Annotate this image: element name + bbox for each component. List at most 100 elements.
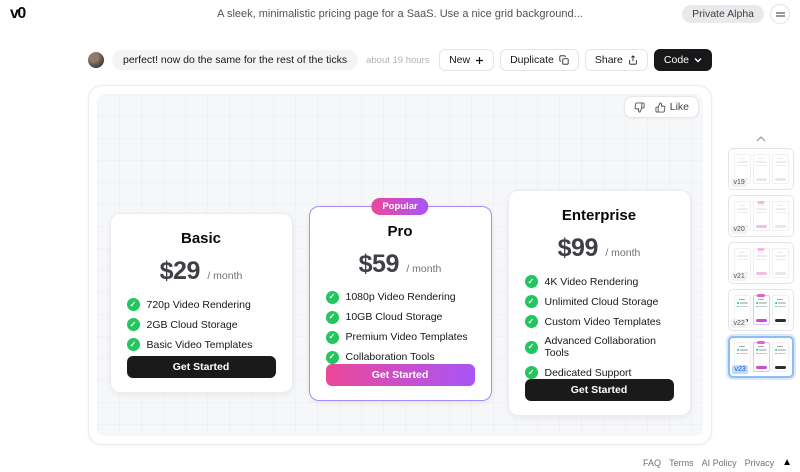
check-icon: ✓: [325, 310, 339, 324]
avatar: [88, 52, 104, 68]
feature-item: ✓ 10GB Cloud Storage: [325, 310, 475, 324]
duplicate-button-label: Duplicate: [510, 54, 554, 66]
plan-price: $29 / month: [127, 257, 276, 286]
menu-button[interactable]: [770, 4, 790, 24]
feature-list: ✓ 1080p Video Rendering ✓ 10GB Cloud Stora…: [325, 290, 475, 364]
popular-badge: Popular: [371, 197, 429, 215]
check-icon: ✓: [524, 340, 538, 354]
check-icon: ✓: [325, 330, 339, 344]
feature-label: Premium Video Templates: [345, 331, 468, 343]
check-icon: ✓: [325, 290, 339, 304]
version-thumbnail-v19[interactable]: v19: [728, 148, 794, 190]
check-icon: ✓: [524, 275, 538, 288]
check-icon: ✓: [126, 298, 140, 311]
feature-label: Custom Video Templates: [544, 315, 661, 328]
feature-label: 720p Video Rendering: [146, 298, 251, 311]
price-amount: $29: [159, 257, 201, 285]
hamburger-icon: [775, 11, 785, 17]
dislike-button[interactable]: [634, 101, 645, 113]
price-amount: $99: [557, 234, 599, 262]
footer-link-faq[interactable]: FAQ: [643, 458, 662, 468]
get-started-button-enterprise[interactable]: Get Started: [524, 379, 674, 401]
feature-list: ✓ 4K Video Rendering ✓ Unlimited Cloud Sto…: [524, 275, 674, 379]
feature-label: Collaboration Tools: [345, 351, 435, 363]
like-label: Like: [669, 101, 689, 113]
footer: FAQ Terms AI Policy Privacy ▲: [643, 457, 792, 469]
version-thumbnail-v23-selected[interactable]: v23: [728, 336, 794, 378]
version-label: v20: [731, 225, 748, 234]
feature-label: 4K Video Rendering: [544, 275, 639, 288]
feature-item: ✓ 1080p Video Rendering: [325, 290, 475, 304]
plus-icon: [476, 56, 484, 64]
feature-label: 1080p Video Rendering: [345, 291, 456, 303]
thumbs-up-icon: [655, 101, 666, 113]
new-button[interactable]: New: [439, 49, 495, 71]
footer-link-ai-policy[interactable]: AI Policy: [701, 458, 737, 468]
chat-message-bubble: perfect! now do the same for the rest of…: [112, 50, 359, 70]
version-thumbnail-v20[interactable]: v20: [728, 195, 794, 237]
check-icon: ✓: [325, 350, 339, 364]
check-icon: ✓: [524, 295, 538, 308]
share-button-label: Share: [594, 54, 623, 66]
version-label: v19: [731, 178, 748, 187]
scroll-up-chevron-icon[interactable]: [756, 136, 766, 142]
chevron-down-icon: [694, 58, 702, 63]
thumbnail-art: [732, 246, 790, 280]
top-header: v0 A sleek, minimalistic pricing page fo…: [0, 0, 800, 28]
private-alpha-badge: Private Alpha: [682, 5, 764, 23]
code-button-label: Code: [663, 54, 689, 66]
feature-item: ✓ Collaboration Tools: [325, 350, 475, 364]
version-thumbnail-v22[interactable]: v22: [728, 289, 794, 331]
plan-price: $59 / month: [326, 250, 475, 279]
thumbnail-art: [733, 341, 789, 373]
feature-label: 2GB Cloud Storage: [146, 318, 238, 331]
footer-link-terms[interactable]: Terms: [669, 458, 694, 468]
share-icon: [629, 55, 637, 65]
thumbnail-art: [732, 152, 790, 186]
code-button[interactable]: Code: [653, 49, 712, 71]
check-icon: ✓: [126, 318, 140, 331]
price-period: / month: [605, 247, 641, 259]
feature-item: ✓ Premium Video Templates: [325, 330, 475, 344]
generation-preview-frame: Basic $29 / month ✓ 720p Video Rendering …: [88, 85, 712, 445]
feature-item: ✓ Dedicated Support: [524, 366, 674, 379]
version-label: v22: [731, 319, 748, 328]
feature-label: 10GB Cloud Storage: [345, 311, 443, 323]
price-amount: $59: [358, 249, 400, 278]
pricing-card-enterprise: Enterprise $99 / month ✓ 4K Video Renderi…: [507, 190, 691, 416]
plan-name: Pro: [387, 222, 413, 240]
feature-label: Unlimited Cloud Storage: [544, 295, 659, 308]
plan-name: Enterprise: [561, 207, 637, 224]
thumbs-down-icon: [634, 101, 645, 113]
project-prompt-title: A sleek, minimalistic pricing page for a…: [217, 8, 583, 20]
get-started-button-pro[interactable]: Get Started: [325, 363, 475, 386]
vercel-logo-icon[interactable]: ▲: [782, 457, 792, 468]
share-button[interactable]: Share: [584, 49, 648, 71]
version-thumbnail-v21[interactable]: v21: [728, 242, 794, 284]
feature-label: Basic Video Templates: [146, 338, 253, 351]
like-button[interactable]: Like: [655, 101, 689, 113]
check-icon: ✓: [126, 338, 140, 351]
preview-canvas: Basic $29 / month ✓ 720p Video Rendering …: [97, 94, 703, 436]
feedback-pill: Like: [623, 96, 699, 118]
version-history-sidebar: v19 v20 v21 v22 v23: [724, 136, 798, 378]
toolbar-actions: New Duplicate Share Code: [439, 49, 712, 71]
pricing-card-pro: Popular Pro $59 / month ✓ 1080p Video Ren…: [308, 197, 492, 401]
thumbnail-art: [732, 199, 790, 233]
feature-item: ✓ 2GB Cloud Storage: [126, 318, 276, 331]
get-started-button-basic[interactable]: Get Started: [126, 356, 276, 378]
footer-link-privacy[interactable]: Privacy: [744, 458, 775, 468]
chat-toolbar: perfect! now do the same for the rest of…: [88, 48, 712, 72]
thumbnail-art: [732, 293, 790, 327]
feature-label: Dedicated Support: [544, 366, 632, 379]
feature-list: ✓ 720p Video Rendering ✓ 2GB Cloud Storage…: [126, 298, 276, 351]
feature-item: ✓ Custom Video Templates: [524, 315, 674, 328]
plan-price: $99 / month: [525, 234, 674, 263]
pricing-card-basic: Basic $29 / month ✓ 720p Video Rendering …: [109, 213, 293, 393]
message-timestamp: about 19 hours: [366, 54, 430, 66]
version-label: v23: [732, 365, 749, 374]
price-period: / month: [406, 262, 442, 275]
duplicate-button[interactable]: Duplicate: [500, 49, 579, 71]
v0-logo[interactable]: v0: [10, 5, 26, 22]
feature-label: Advanced Collaboration Tools: [544, 335, 657, 359]
